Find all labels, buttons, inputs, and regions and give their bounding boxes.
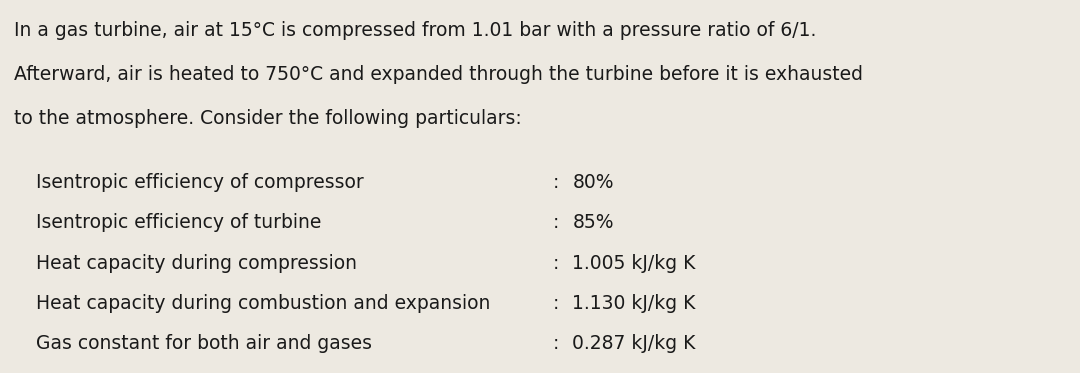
Text: Heat capacity during combustion and expansion: Heat capacity during combustion and expa… bbox=[36, 294, 490, 313]
Text: :: : bbox=[553, 294, 559, 313]
Text: Afterward, air is heated to 750°C and expanded through the turbine before it is : Afterward, air is heated to 750°C and ex… bbox=[14, 65, 863, 84]
Text: 85%: 85% bbox=[572, 213, 613, 232]
Text: :: : bbox=[553, 213, 559, 232]
Text: Gas constant for both air and gases: Gas constant for both air and gases bbox=[36, 334, 372, 353]
Text: :: : bbox=[553, 254, 559, 273]
Text: In a gas turbine, air at 15°C is compressed from 1.01 bar with a pressure ratio : In a gas turbine, air at 15°C is compres… bbox=[14, 21, 816, 40]
Text: Heat capacity during compression: Heat capacity during compression bbox=[36, 254, 356, 273]
Text: 0.287 kJ/kg K: 0.287 kJ/kg K bbox=[572, 334, 696, 353]
Text: to the atmosphere. Consider the following particulars:: to the atmosphere. Consider the followin… bbox=[14, 109, 522, 128]
Text: Isentropic efficiency of turbine: Isentropic efficiency of turbine bbox=[36, 213, 321, 232]
Text: 1.130 kJ/kg K: 1.130 kJ/kg K bbox=[572, 294, 696, 313]
Text: 80%: 80% bbox=[572, 173, 613, 192]
Text: :: : bbox=[553, 173, 559, 192]
Text: 1.005 kJ/kg K: 1.005 kJ/kg K bbox=[572, 254, 696, 273]
Text: :: : bbox=[553, 334, 559, 353]
Text: Isentropic efficiency of compressor: Isentropic efficiency of compressor bbox=[36, 173, 363, 192]
